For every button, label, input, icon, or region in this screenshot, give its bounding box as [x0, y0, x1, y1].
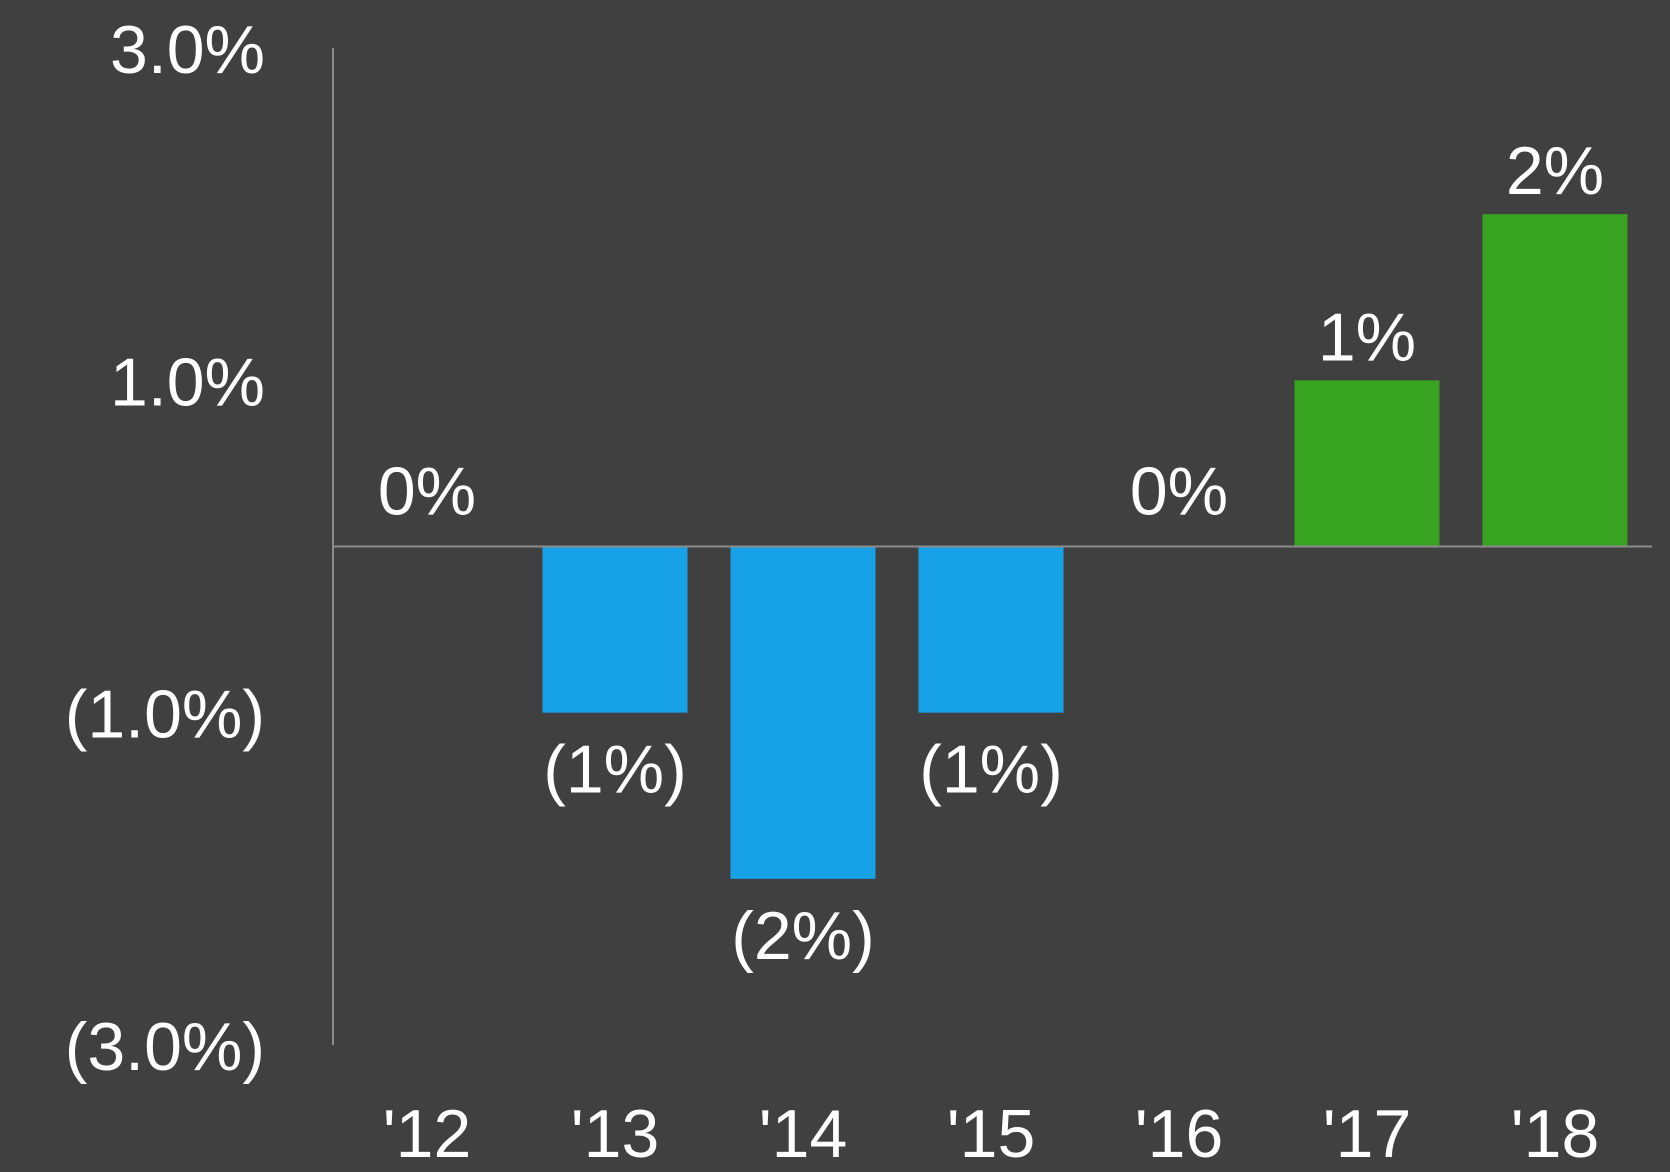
data-label: 2% [1506, 133, 1604, 209]
y-tick-label: (3.0%) [65, 1009, 265, 1085]
x-tick-label: '17 [1323, 1096, 1412, 1167]
data-label: 1% [1318, 299, 1416, 375]
bar [1294, 380, 1440, 547]
bar [730, 546, 876, 879]
data-label: (1%) [543, 732, 687, 808]
x-tick-label: '18 [1511, 1096, 1600, 1167]
bar [1482, 214, 1628, 547]
x-tick-label: '13 [571, 1096, 660, 1167]
y-tick-label: 3.0% [110, 12, 265, 88]
x-tick-label: '16 [1135, 1096, 1224, 1167]
bar [918, 546, 1064, 713]
x-tick-label: '12 [383, 1096, 472, 1167]
data-label: (2%) [731, 898, 875, 974]
data-label: 0% [1130, 454, 1228, 530]
y-tick-label: (1.0%) [65, 677, 265, 753]
bar [542, 546, 688, 713]
y-tick-label: 1.0% [110, 344, 265, 420]
x-tick-label: '14 [759, 1096, 848, 1167]
x-tick-label: '15 [947, 1096, 1036, 1167]
data-label: (1%) [919, 732, 1063, 808]
data-label: 0% [378, 454, 476, 530]
